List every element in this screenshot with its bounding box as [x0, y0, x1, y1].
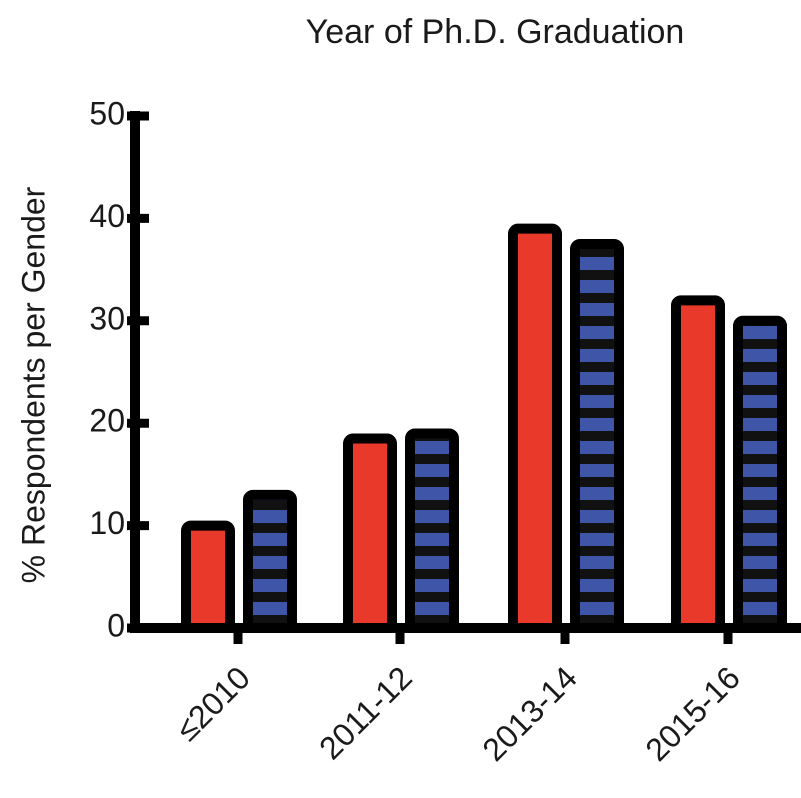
y-tick-label: 10 — [89, 505, 125, 541]
y-axis-label: % Respondents per Gender — [15, 186, 51, 583]
y-tick-label: 0 — [107, 607, 125, 643]
bar — [343, 433, 397, 633]
chart-title: Year of Ph.D. Graduation — [306, 13, 685, 51]
bar — [508, 223, 562, 633]
bar — [733, 315, 787, 633]
bar — [405, 428, 459, 633]
x-tick-label: 2013-14 — [475, 659, 583, 767]
y-tick-label: 20 — [89, 403, 125, 439]
x-tick-label: 2015-16 — [638, 659, 746, 767]
bar — [243, 489, 297, 633]
y-tick-label: 50 — [89, 95, 125, 131]
bar — [570, 239, 624, 633]
bar — [671, 295, 725, 633]
y-tick-label: 30 — [89, 300, 125, 336]
x-tick-label: 2011-12 — [312, 659, 419, 766]
x-tick-label: ≤2010 — [169, 659, 257, 747]
y-tick-label: 40 — [89, 198, 125, 234]
bar — [181, 520, 235, 633]
